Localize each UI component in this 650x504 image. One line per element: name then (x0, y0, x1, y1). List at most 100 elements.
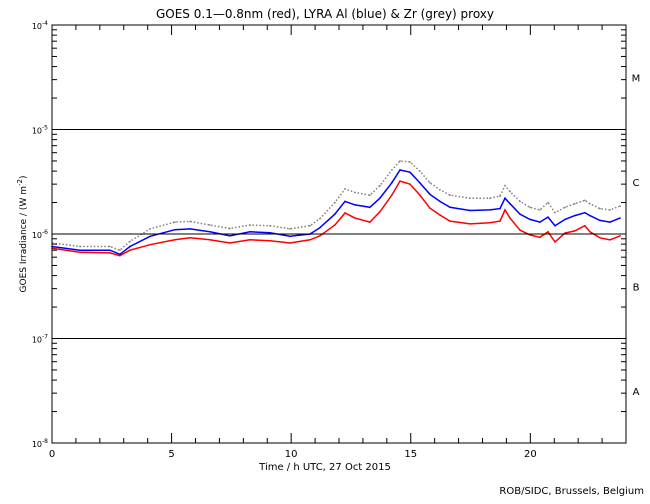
data-point (589, 230, 591, 233)
data-point (334, 213, 336, 215)
data-point (554, 224, 556, 227)
data-point (369, 206, 371, 209)
data-point (574, 230, 576, 232)
data-point (489, 197, 491, 200)
data-point (174, 228, 176, 231)
series-line-lyra-zr-proxy (51, 160, 621, 252)
data-point (344, 200, 346, 203)
data-point (129, 240, 131, 243)
data-point (379, 211, 381, 213)
data-point (409, 171, 411, 174)
data-point (589, 202, 591, 205)
flare-class-label: M (632, 73, 641, 84)
data-point (554, 211, 556, 214)
data-point (209, 230, 211, 233)
data-point (189, 228, 191, 230)
data-point (149, 235, 151, 238)
y-tick-label: 10-8 (32, 438, 48, 449)
data-point (209, 224, 211, 226)
data-point (249, 230, 251, 233)
data-point (354, 217, 356, 219)
data-point (149, 243, 151, 246)
data-point (519, 200, 521, 203)
x-tick-label: 10 (285, 449, 298, 460)
data-point (379, 197, 381, 200)
axes-layer: 10-8 10-7 10-6 10-5 10-4 0 5 10 15 20 A B C M (32, 20, 640, 460)
y-tick-label: 10-7 (32, 334, 48, 345)
flare-class-label: C (633, 178, 640, 189)
data-point (309, 239, 311, 241)
data-point (344, 188, 346, 190)
data-point (334, 224, 336, 226)
data-point (469, 209, 471, 212)
data-point (79, 245, 81, 248)
data-point (149, 228, 151, 230)
data-point (529, 234, 531, 236)
x-axis-label: Time / h UTC, 27 Oct 2015 (258, 462, 391, 473)
data-point (419, 194, 421, 196)
data-point (79, 249, 81, 251)
data-point (399, 180, 401, 182)
data-point (109, 249, 111, 251)
data-point (574, 202, 576, 205)
data-point (584, 199, 586, 202)
data-point (319, 217, 321, 220)
data-point (547, 230, 549, 233)
data-point (229, 227, 231, 230)
data-point (269, 240, 271, 242)
data-point (249, 224, 251, 226)
data-point (354, 191, 356, 194)
data-point (119, 254, 121, 257)
data-point (619, 235, 621, 237)
data-point (519, 213, 521, 215)
data-point (439, 200, 441, 203)
data-point (509, 202, 511, 205)
data-point (529, 206, 531, 209)
data-point (229, 242, 231, 244)
data-point (599, 219, 601, 222)
data-point (547, 201, 549, 204)
data-point (504, 184, 506, 187)
data-point (509, 217, 511, 219)
data-point (129, 249, 131, 251)
data-point (79, 251, 81, 253)
data-point (499, 195, 501, 197)
data-point (399, 160, 401, 162)
data-point (344, 212, 346, 214)
data-point (564, 206, 566, 209)
credit-text: ROB/SIDC, Brussels, Belgium (499, 486, 644, 497)
flare-class-label: B (633, 282, 640, 293)
data-point (129, 245, 131, 248)
x-tick-label: 15 (404, 449, 417, 460)
data-point (419, 181, 421, 184)
data-point (584, 211, 586, 214)
data-point (547, 216, 549, 218)
series-line-goes-0-1-0-8nm (51, 180, 621, 257)
data-point (334, 201, 336, 204)
data-point (309, 224, 311, 227)
data-point (499, 207, 501, 210)
data-point (409, 183, 411, 185)
x-tick-label: 20 (524, 449, 537, 460)
data-point (499, 220, 501, 222)
data-point (209, 239, 211, 241)
data-point (539, 209, 541, 211)
data-point (619, 217, 621, 219)
data-point (319, 235, 321, 237)
data-point (174, 239, 176, 241)
data-point (449, 206, 451, 209)
data-point (429, 181, 431, 184)
data-point (369, 221, 371, 223)
x-tick-label: 0 (49, 449, 55, 460)
data-point (574, 214, 576, 217)
data-point (489, 221, 491, 224)
data-point (249, 239, 251, 241)
data-point (529, 218, 531, 221)
data-point (109, 245, 111, 248)
data-point (609, 209, 611, 211)
data-point (289, 242, 291, 244)
data-point (504, 197, 506, 200)
data-point (391, 194, 393, 196)
